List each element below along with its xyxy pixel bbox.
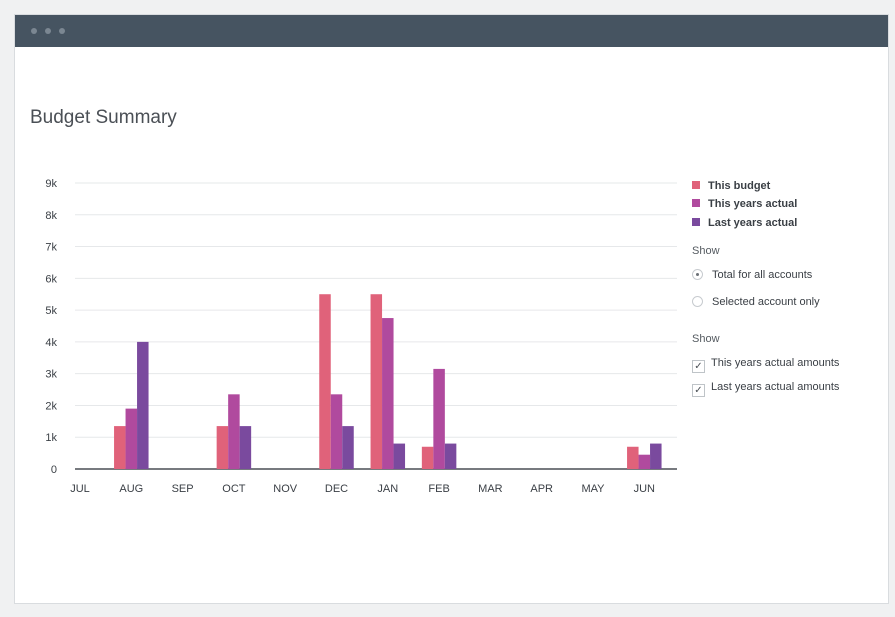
radio-total-all-accounts[interactable]: Total for all accounts xyxy=(692,269,812,285)
legend-swatch xyxy=(692,218,700,226)
bar xyxy=(370,294,383,469)
legend-item-this-years-actual: This years actual xyxy=(692,198,797,214)
bar xyxy=(444,443,457,469)
y-tick-label: 8k xyxy=(45,210,57,222)
window-dot-icon xyxy=(59,28,65,34)
y-tick-label: 6k xyxy=(45,273,57,285)
checkbox-label: This years actual amounts xyxy=(711,357,840,369)
x-tick-label: MAR xyxy=(478,483,503,495)
app-window xyxy=(14,14,889,604)
legend-item-this-budget: This budget xyxy=(692,180,770,196)
bar xyxy=(421,446,434,469)
x-tick-label: FEB xyxy=(428,483,449,495)
legend-swatch xyxy=(692,181,700,189)
bar xyxy=(228,394,240,469)
y-tick-label: 5k xyxy=(45,305,57,317)
show-scope-label: Show xyxy=(692,245,720,257)
x-tick-label: SEP xyxy=(172,483,194,495)
y-tick-label: 0 xyxy=(51,464,57,476)
bar xyxy=(114,426,126,469)
bar xyxy=(216,426,229,469)
checkbox-checked-icon[interactable]: ✓ xyxy=(692,360,705,373)
y-tick-label: 2k xyxy=(45,400,57,412)
bar xyxy=(433,368,445,469)
x-tick-label: AUG xyxy=(119,483,143,495)
bar xyxy=(393,443,406,469)
radio-selected-account-only[interactable]: Selected account only xyxy=(692,296,820,312)
page-title: Budget Summary xyxy=(30,107,177,128)
legend-label: Last years actual xyxy=(708,217,798,229)
bar xyxy=(125,408,138,469)
bar xyxy=(627,446,639,469)
window-dot-icon xyxy=(31,28,37,34)
y-tick-label: 3k xyxy=(45,369,57,381)
checkbox-checked-icon[interactable]: ✓ xyxy=(692,384,705,397)
x-tick-label: OCT xyxy=(222,483,246,495)
bar xyxy=(137,341,149,469)
bar xyxy=(382,318,394,469)
radio-selected-icon[interactable] xyxy=(692,269,703,280)
radio-unselected-icon[interactable] xyxy=(692,296,703,307)
window-dot-icon xyxy=(45,28,51,34)
legend-label: This budget xyxy=(708,180,771,192)
checkbox-label: Last years actual amounts xyxy=(711,381,840,393)
bar xyxy=(239,426,252,469)
checkbox-this-years-actual-amounts[interactable]: ✓ This years actual amounts xyxy=(692,357,839,373)
y-tick-label: 1k xyxy=(45,432,57,444)
bar xyxy=(638,454,651,469)
x-tick-label: JUN xyxy=(634,483,655,495)
x-tick-label: NOV xyxy=(273,483,298,495)
bar xyxy=(319,294,331,469)
x-tick-label: MAY xyxy=(581,483,605,495)
legend-swatch xyxy=(692,199,700,207)
bar xyxy=(650,443,662,469)
x-tick-label: APR xyxy=(530,483,553,495)
y-tick-label: 7k xyxy=(45,242,57,254)
x-tick-label: JUL xyxy=(70,483,90,495)
legend-label: This years actual xyxy=(708,198,798,210)
y-tick-label: 9k xyxy=(45,178,57,190)
x-tick-label: DEC xyxy=(325,483,348,495)
y-tick-label: 4k xyxy=(45,337,57,349)
radio-label: Total for all accounts xyxy=(712,269,813,281)
bar xyxy=(342,426,354,469)
x-tick-label: JAN xyxy=(377,483,398,495)
show-series-label: Show xyxy=(692,333,720,345)
checkbox-last-years-actual-amounts[interactable]: ✓ Last years actual amounts xyxy=(692,381,839,397)
window-titlebar xyxy=(15,15,888,47)
legend-item-last-years-actual: Last years actual xyxy=(692,217,797,233)
radio-label: Selected account only xyxy=(712,296,820,308)
bar xyxy=(330,394,343,469)
